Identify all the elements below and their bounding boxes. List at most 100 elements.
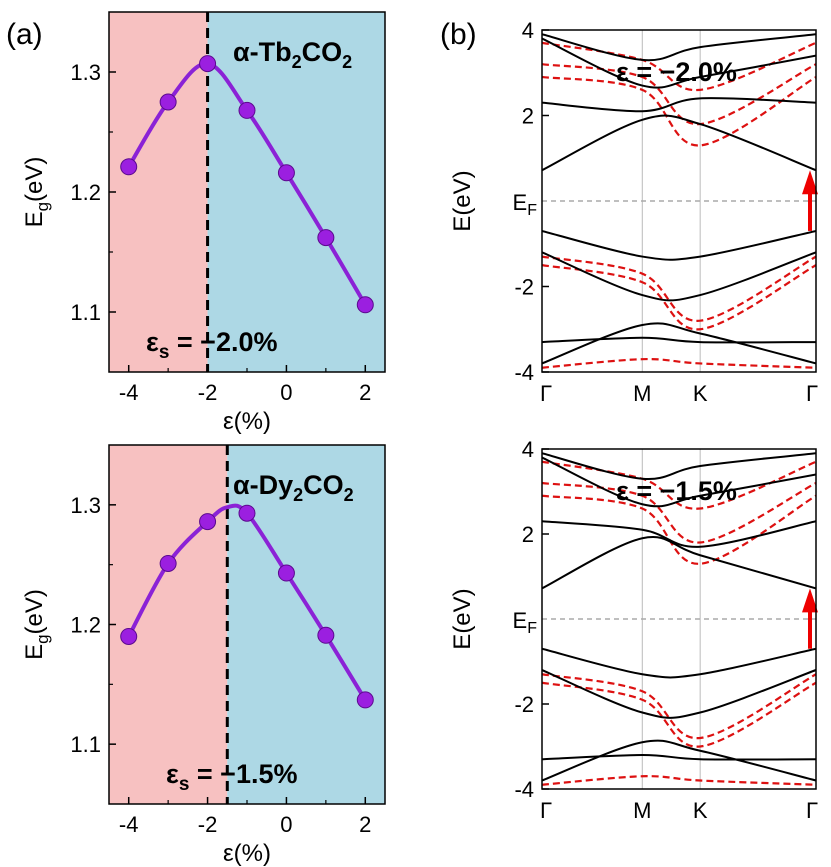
band-dashed <box>542 460 816 510</box>
band-solid <box>542 647 816 679</box>
strain-label-value: = −2.0% <box>169 327 277 357</box>
y-axis-label: Eg(eV) <box>21 589 52 660</box>
material-label-sub: 2 <box>293 485 303 505</box>
material-label: α-Tb2CO2 <box>233 37 352 72</box>
strain-label-main: ε <box>146 327 159 357</box>
y-axis-label-main: E(eV) <box>449 170 476 231</box>
band-solid <box>542 536 816 590</box>
x-tick-label: 0 <box>280 380 292 405</box>
kpoint-label: K <box>693 381 708 406</box>
band-solid <box>542 456 816 508</box>
band-dashed <box>542 681 816 748</box>
band-solid <box>542 97 816 113</box>
material-label-sub: 2 <box>344 485 354 505</box>
material-label-sub: 2 <box>292 52 302 72</box>
strain-label-value: = −1.5% <box>189 759 297 789</box>
material-label: α-Dy2CO2 <box>233 470 354 505</box>
y-tick-label: 2 <box>522 522 534 547</box>
compressive-region <box>109 445 228 804</box>
x-tick-label: -4 <box>119 380 139 405</box>
kpoint-label: Γ <box>540 798 552 823</box>
fermi-label: EF <box>513 190 538 219</box>
x-axis-label: ε(%) <box>223 408 271 435</box>
data-point <box>159 554 177 572</box>
material-label-sub: 2 <box>342 52 352 72</box>
material-label-prefix: α-Dy <box>233 470 293 500</box>
gap-arrow-head <box>802 588 818 613</box>
material-label-prefix: α-Tb <box>233 37 292 67</box>
band-dashed <box>542 75 816 147</box>
band-solid <box>542 251 816 302</box>
y-axis-label: E(eV) <box>449 588 476 649</box>
y-axis-label: Eg(eV) <box>21 157 52 228</box>
band-dashed <box>542 63 816 126</box>
data-point <box>356 691 374 709</box>
band-solid <box>542 753 816 761</box>
y-tick-label: 1.2 <box>70 613 101 638</box>
x-tick-label: -2 <box>198 812 218 837</box>
y-tick-label: 1.1 <box>70 732 101 757</box>
y-axis-label-unit: (eV) <box>21 157 48 202</box>
data-point <box>356 296 374 314</box>
kpoint-label: Γ <box>806 381 818 406</box>
band-dashed <box>542 673 816 740</box>
y-axis-label-main: E <box>21 644 48 660</box>
strain-label-sub: s <box>159 342 170 363</box>
fermi-label-sub: F <box>527 620 537 637</box>
y-axis-label-sub: g <box>33 634 52 643</box>
band-plot-area <box>542 30 816 372</box>
fermi-label-main: E <box>513 608 528 633</box>
y-tick-label: 2 <box>522 104 534 129</box>
y-tick-label: 4 <box>522 18 534 43</box>
axes-frame <box>541 29 817 373</box>
band-dashed <box>542 264 816 331</box>
x-tick-label: -4 <box>119 812 139 837</box>
data-point <box>238 504 256 522</box>
material-label-mid: CO <box>302 37 343 67</box>
band-solid <box>542 452 816 481</box>
band-solid <box>542 336 816 344</box>
data-point <box>317 626 335 644</box>
kpoint-label: K <box>693 798 708 823</box>
data-point <box>317 229 335 247</box>
band-dashed <box>542 41 816 92</box>
x-axis-label: ε(%) <box>223 840 271 867</box>
y-tick-label: 1.2 <box>70 180 101 205</box>
gap-arrow-head <box>802 170 818 195</box>
panel-label-b: (b) <box>440 18 477 51</box>
strain-label-sub: s <box>179 774 190 795</box>
y-tick-label: -4 <box>514 360 534 385</box>
y-axis-label-unit: (eV) <box>21 589 48 634</box>
data-point <box>277 564 295 582</box>
y-tick-label: 1.3 <box>70 60 101 85</box>
x-tick-label: -2 <box>198 380 218 405</box>
panel-label-a: (a) <box>6 18 43 51</box>
data-point <box>277 164 295 182</box>
kpoint-label: M <box>633 381 651 406</box>
band-dashed <box>542 494 816 565</box>
kpoint-label: Γ <box>806 798 818 823</box>
fermi-label: EF <box>513 608 538 637</box>
band-solid <box>542 520 816 548</box>
x-tick-label: 2 <box>359 380 371 405</box>
band-solid <box>542 33 816 62</box>
x-tick-label: 0 <box>280 812 292 837</box>
y-axis-label-main: E <box>21 211 48 227</box>
y-axis-label-main: E(eV) <box>449 588 476 649</box>
x-tick-label: 2 <box>359 812 371 837</box>
y-tick-label: -2 <box>514 275 534 300</box>
strain-label: εs = −1.5% <box>166 759 298 795</box>
data-point <box>199 55 217 73</box>
strain-label: εs = −2.0% <box>146 327 278 363</box>
band-solid <box>542 229 816 261</box>
band-solid <box>542 669 816 719</box>
fermi-label-sub: F <box>527 202 537 219</box>
band-dashed <box>542 357 816 369</box>
kpoint-label: Γ <box>540 381 552 406</box>
band-plot-area <box>542 449 816 789</box>
y-tick-label: -2 <box>514 692 534 717</box>
tensile-region <box>227 445 385 804</box>
y-tick-label: 4 <box>522 437 534 462</box>
y-axis-label-sub: g <box>33 202 52 211</box>
band-dashed <box>542 481 816 544</box>
